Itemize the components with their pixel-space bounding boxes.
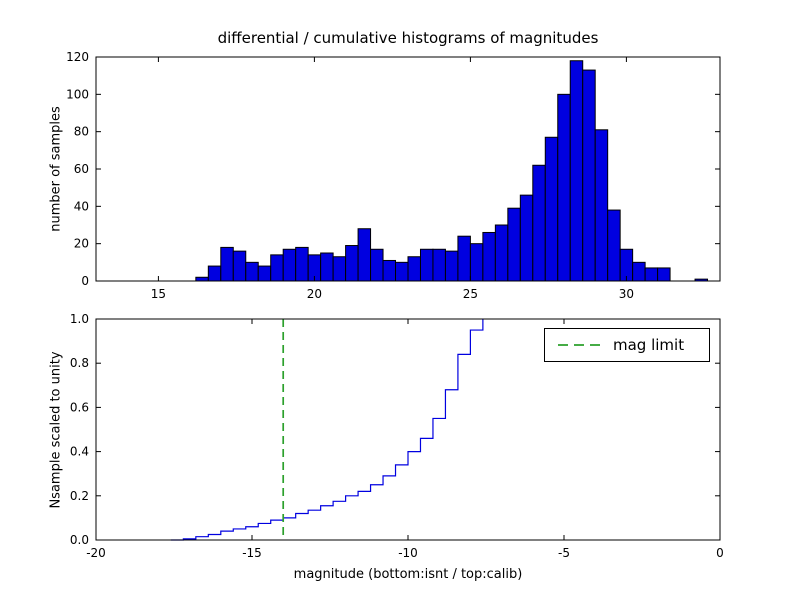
histogram-bar xyxy=(345,245,359,282)
histogram-bar xyxy=(220,246,234,282)
histogram-bar xyxy=(320,252,334,282)
histogram-bar xyxy=(270,254,284,282)
bottom-y-tick-label: 1.0 xyxy=(70,312,89,326)
bottom-x-tick-label: -10 xyxy=(398,546,418,560)
bottom-axes-frame xyxy=(95,318,721,541)
legend: mag limit xyxy=(544,328,710,362)
legend-label: mag limit xyxy=(613,336,685,354)
legend-dashed-line-icon xyxy=(558,344,600,346)
histogram-bar xyxy=(382,259,397,282)
histogram-bar xyxy=(582,69,596,282)
top-y-tick-label: 0 xyxy=(81,274,89,288)
histogram-bar xyxy=(557,93,571,282)
histogram-bar xyxy=(419,248,434,282)
histogram-bar xyxy=(594,129,609,282)
histogram-bar xyxy=(245,261,259,282)
histogram-bar xyxy=(519,194,534,282)
histogram-bar xyxy=(657,267,671,282)
bottom-y-tick-label: 0.4 xyxy=(70,445,89,459)
bottom-x-tick-label: 0 xyxy=(716,546,724,560)
histogram-bar xyxy=(482,231,496,282)
top-x-tick-label: 25 xyxy=(463,287,478,301)
histogram-bar xyxy=(507,207,521,282)
bottom-y-tick-label: 0.2 xyxy=(70,489,89,503)
histogram-bar xyxy=(469,243,484,282)
bottom-y-axis-label: Nsample scaled to unity xyxy=(48,351,64,509)
histogram-bar xyxy=(257,265,272,282)
histogram-bar xyxy=(569,60,584,282)
bottom-y-tick-label: 0.0 xyxy=(70,533,89,547)
histogram-bar xyxy=(207,265,222,282)
top-y-axis-label: number of samples xyxy=(48,106,64,232)
histogram-bar xyxy=(332,256,347,282)
histogram-bar xyxy=(632,261,646,282)
top-y-tick-label: 80 xyxy=(74,125,89,139)
bottom-x-tick-label: -20 xyxy=(86,546,106,560)
histogram-bar xyxy=(494,224,509,282)
histogram-bar xyxy=(444,250,459,282)
histogram-bar xyxy=(432,248,446,282)
top-x-tick-label: 20 xyxy=(307,287,322,301)
cumulative-curve xyxy=(170,319,484,541)
histogram-bar xyxy=(607,209,621,282)
histogram-bar xyxy=(370,248,384,282)
top-y-tick-label: 60 xyxy=(74,162,89,176)
top-x-tick-label: 30 xyxy=(619,287,634,301)
histogram-bar xyxy=(407,256,421,282)
top-y-tick-label: 120 xyxy=(66,50,89,64)
bottom-y-tick-label: 0.8 xyxy=(70,356,89,370)
histogram-bar xyxy=(395,261,409,282)
histogram-bar xyxy=(232,250,247,282)
bottom-x-tick-label: -15 xyxy=(242,546,262,560)
bottom-y-tick-label: 0.6 xyxy=(70,400,89,414)
histogram-bar xyxy=(532,164,546,282)
histogram-bar xyxy=(457,235,471,282)
figure-title: differential / cumulative histograms of … xyxy=(217,29,599,47)
bottom-x-axis-label: magnitude (bottom:isnt / top:calib) xyxy=(293,567,523,582)
bottom-x-tick-label: -5 xyxy=(558,546,570,560)
top-y-tick-label: 40 xyxy=(74,199,89,213)
top-axes-frame xyxy=(95,56,721,282)
histogram-bar xyxy=(282,248,297,282)
top-y-tick-label: 20 xyxy=(74,237,89,251)
histogram-bar xyxy=(544,136,559,282)
top-y-tick-label: 100 xyxy=(66,87,89,101)
histogram-bar xyxy=(195,276,209,282)
histogram-bar xyxy=(644,267,659,282)
histogram-bar xyxy=(295,246,309,282)
top-x-tick-label: 15 xyxy=(151,287,166,301)
histogram-bar xyxy=(357,228,372,282)
